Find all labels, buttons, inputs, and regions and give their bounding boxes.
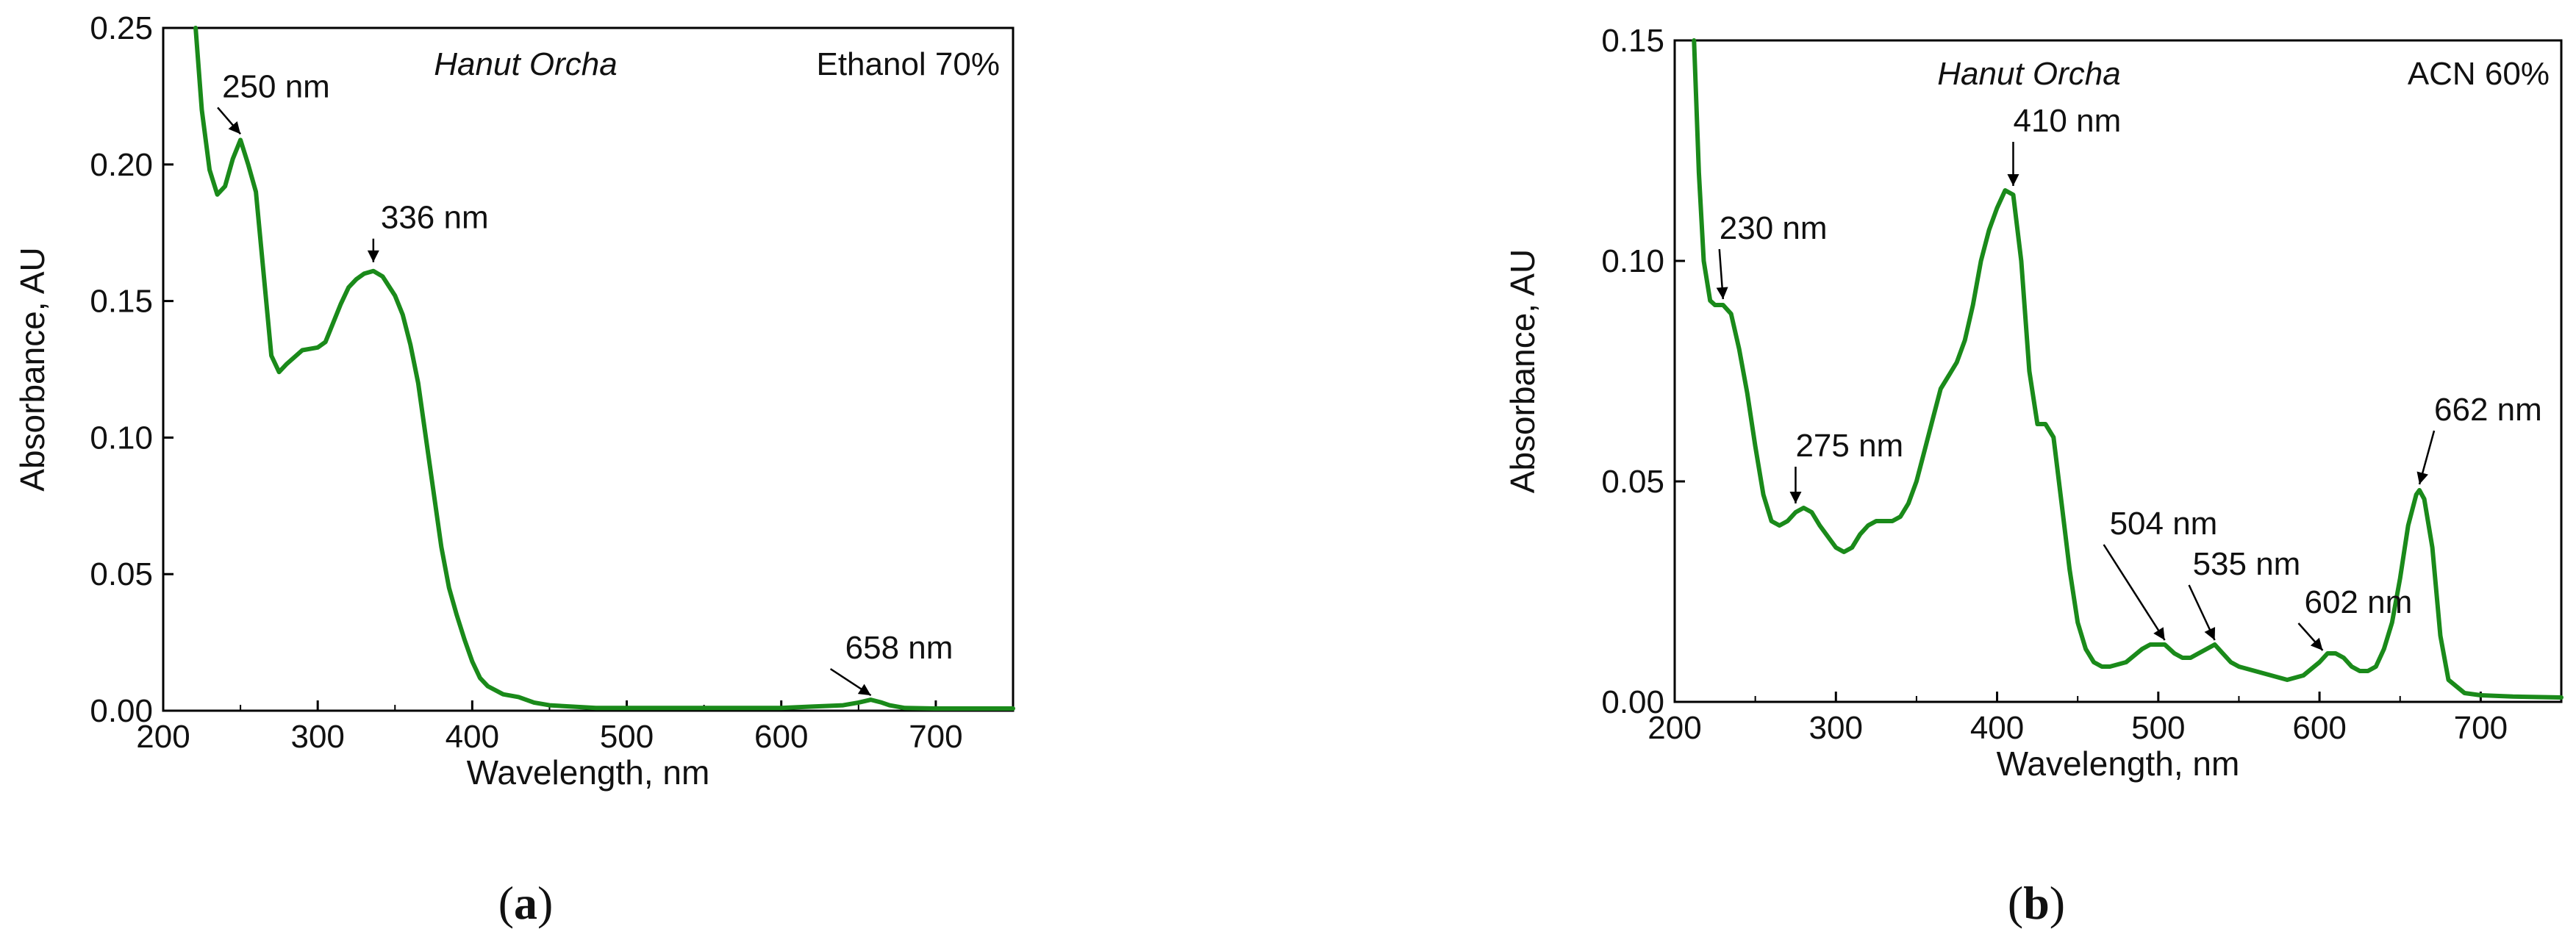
y-tick-label: 0.00	[90, 693, 153, 729]
annotation-arrowhead	[2310, 637, 2323, 650]
x-tick-label: 500	[2131, 710, 2185, 746]
annotation-arrowhead	[1716, 287, 1728, 299]
y-tick-label: 0.05	[90, 556, 153, 592]
annotation-arrowhead	[2204, 627, 2216, 640]
y-tick-label: 0.00	[1601, 684, 1664, 720]
annotation-arrowhead	[367, 250, 379, 262]
panel-a: 200 300 400 500 600 700 0.00 0.05 0.10 0.15 0.20 0.…	[13, 10, 1015, 929]
peak-annotation-label: 410 nm	[2013, 103, 2121, 139]
y-tick-label: 0.15	[1601, 23, 1664, 59]
x-tick-label: 300	[290, 719, 344, 755]
peak-annotation-label: 602 nm	[2304, 584, 2412, 620]
annotation-arrowhead	[857, 684, 871, 696]
sample-label: Hanut Orcha	[1937, 56, 2120, 92]
x-tick-label: 400	[1970, 710, 2024, 746]
plot-frame	[162, 26, 1015, 712]
panel-label-letter: b	[2023, 877, 2050, 929]
panel-label-paren: )	[2050, 877, 2065, 929]
x-tick-label: 600	[2292, 710, 2346, 746]
absorbance-series-line	[193, 26, 1015, 711]
x-axis-label: Wavelength, nm	[1997, 745, 2240, 783]
panel-b: 200 300 400 500 600 700 0.00 0.05 0.10 0.15 Wavele…	[1503, 23, 2564, 929]
panel-label-paren: (	[2008, 877, 2023, 929]
panel-label-paren: (	[498, 877, 514, 929]
panel-label: (b)	[2008, 877, 2065, 929]
annotation-arrowhead	[1789, 492, 1802, 503]
peak-annotation-label: 250 nm	[222, 68, 330, 104]
peak-annotation-label: 535 nm	[2193, 546, 2301, 582]
peak-annotation-label: 504 nm	[2110, 506, 2218, 542]
annotation-arrowhead	[2416, 471, 2428, 484]
x-tick-label: 700	[2454, 710, 2508, 746]
absorbance-series-line	[1692, 38, 2564, 700]
y-tick-label: 0.10	[1601, 243, 1664, 279]
x-axis-label: Wavelength, nm	[467, 753, 710, 792]
panel-label: (a)	[498, 877, 554, 929]
panel-label-paren: )	[537, 877, 553, 929]
peak-annotation-label: 336 nm	[381, 200, 489, 236]
peak-annotation-label: 230 nm	[1720, 210, 1828, 246]
solvent-label: ACN 60%	[2408, 56, 2550, 92]
plot-frame	[1673, 39, 2563, 703]
annotation-arrowhead	[228, 121, 241, 134]
x-tick-label: 400	[446, 719, 499, 755]
y-tick-label: 0.05	[1601, 464, 1664, 500]
y-axis-label: Absorbance, AU	[13, 247, 51, 491]
y-axis-label: Absorbance, AU	[1503, 249, 1542, 493]
y-tick-label: 0.15	[90, 284, 153, 320]
x-tick-label: 500	[600, 719, 654, 755]
annotation-arrowhead	[2153, 627, 2165, 640]
solvent-label: Ethanol 70%	[816, 46, 1000, 82]
x-tick-label: 700	[909, 719, 962, 755]
peak-annotation-label: 662 nm	[2434, 392, 2542, 428]
peak-annotation-label: 658 nm	[845, 630, 954, 666]
y-tick-label: 0.10	[90, 420, 153, 456]
panel-label-letter: a	[514, 877, 537, 929]
x-tick-label: 600	[754, 719, 808, 755]
y-tick-label: 0.25	[90, 10, 153, 46]
annotation-arrow	[2103, 544, 2166, 641]
x-tick-label: 200	[136, 719, 190, 755]
x-tick-label: 300	[1809, 710, 1863, 746]
annotation-arrowhead	[2007, 174, 2019, 186]
y-tick-label: 0.20	[90, 147, 153, 183]
x-tick-label: 200	[1647, 710, 1701, 746]
sample-label: Hanut Orcha	[434, 46, 617, 82]
peak-annotation-label: 275 nm	[1795, 428, 1903, 464]
